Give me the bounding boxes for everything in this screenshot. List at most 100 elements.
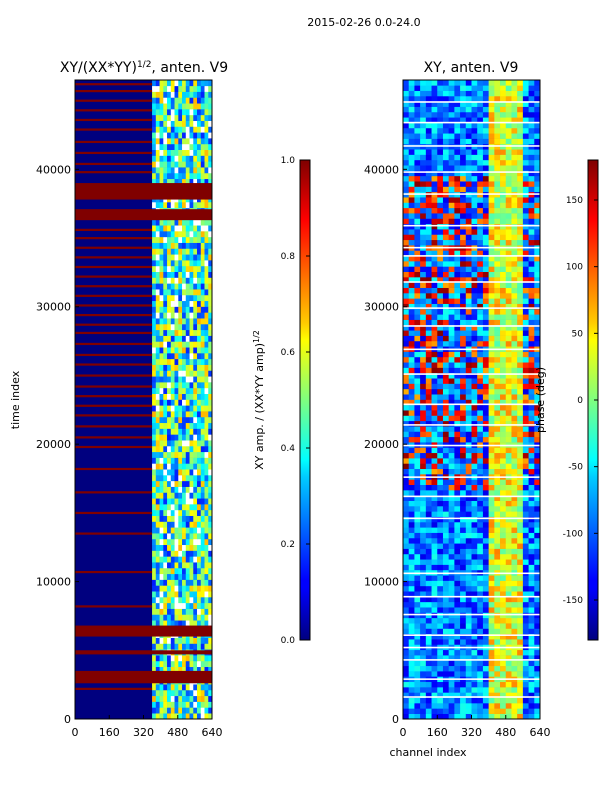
phase-cell	[505, 649, 512, 656]
phase-cell	[403, 575, 410, 581]
phase-cell	[528, 415, 535, 422]
amplitude-cell	[159, 579, 164, 586]
amplitude-cell	[204, 608, 209, 615]
phase-cell	[511, 351, 518, 358]
amplitude-cell	[159, 655, 164, 662]
phase-cell	[420, 559, 427, 565]
phase-cell	[403, 356, 410, 363]
phase-cell	[500, 319, 507, 326]
phase-cell	[505, 287, 512, 294]
phase-cell	[534, 410, 541, 416]
phase-cell	[425, 532, 432, 539]
amplitude-cell	[208, 231, 213, 238]
phase-cell	[460, 623, 467, 629]
phase-cell	[414, 90, 421, 97]
amplitude-cell	[159, 707, 164, 714]
amplitude-cell	[155, 329, 160, 336]
amplitude-cell	[185, 469, 190, 476]
phase-cell	[488, 559, 495, 565]
amplitude-cell	[204, 80, 209, 87]
phase-colorbar-label: phase (deg)	[534, 367, 547, 433]
phase-cell	[505, 548, 512, 555]
phase-cell	[420, 165, 427, 171]
amplitude-cell	[193, 161, 198, 168]
amplitude-cell	[208, 411, 213, 418]
phase-cell	[534, 197, 541, 203]
phase-cell	[505, 458, 512, 464]
amplitude-cell	[208, 486, 213, 493]
phase-cell	[448, 708, 455, 714]
amplitude-cell	[197, 655, 202, 662]
amplitude-cell	[167, 254, 172, 261]
phase-cell	[471, 223, 478, 230]
phase-cell	[460, 255, 467, 262]
amplitude-cell	[204, 143, 209, 151]
phase-cell	[414, 85, 421, 91]
phase-cell	[403, 287, 410, 294]
amplitude-cell	[189, 527, 194, 534]
phase-cell	[460, 388, 467, 395]
amplitude-cell	[193, 114, 198, 121]
amplitude-cell	[193, 544, 198, 551]
amplitude-cell	[208, 120, 213, 127]
amplitude-cell	[182, 405, 187, 412]
amplitude-cell	[174, 236, 179, 243]
phase-cell	[528, 122, 535, 129]
amplitude-cell	[174, 248, 179, 255]
amplitude-cell	[200, 300, 205, 307]
amplitude-cell	[155, 306, 160, 313]
amplitude-cell	[163, 556, 168, 563]
amplitude-cell	[197, 335, 202, 342]
phase-cell	[448, 506, 455, 512]
phase-cell	[505, 367, 512, 374]
phase-cell	[528, 516, 535, 523]
phase-cell	[425, 639, 432, 645]
phase-cell	[454, 420, 461, 427]
phase-cell	[494, 511, 501, 517]
amplitude-cell	[193, 486, 198, 493]
amplitude-cell	[193, 85, 198, 92]
phase-cell	[477, 159, 484, 166]
phase-cell	[448, 95, 455, 102]
phase-cell	[425, 324, 432, 331]
amplitude-cell	[155, 480, 160, 487]
phase-cell	[408, 713, 415, 720]
amplitude-cell	[208, 405, 213, 412]
phase-cell	[408, 340, 415, 347]
phase-cell	[448, 591, 455, 597]
amplitude-cell	[200, 440, 205, 447]
phase-cell	[454, 95, 461, 102]
amplitude-cell	[159, 597, 164, 604]
phase-cell	[528, 293, 535, 299]
phase-cell	[454, 80, 461, 86]
phase-cell	[528, 639, 535, 645]
amplitude-cell	[204, 585, 209, 592]
amplitude-cell	[163, 533, 168, 540]
phase-cell	[437, 298, 444, 304]
amplitude-cell	[170, 382, 175, 389]
phase-cell	[500, 378, 507, 384]
amplitude-cell	[208, 347, 213, 354]
phase-cell	[420, 671, 427, 677]
amplitude-cell	[182, 85, 187, 92]
phase-cell	[425, 287, 432, 294]
amplitude-cell	[189, 97, 194, 104]
amplitude-cell	[182, 103, 187, 110]
phase-cell	[420, 149, 427, 155]
phase-cell	[488, 553, 495, 560]
amplitude-cell	[152, 434, 157, 441]
phase-cell	[505, 239, 512, 246]
amplitude-cell	[178, 225, 183, 232]
phase-cell	[437, 703, 444, 709]
phase-cell	[431, 543, 438, 549]
phase-cell	[442, 335, 449, 342]
phase-cell	[420, 239, 427, 246]
phase-cell	[477, 639, 484, 645]
amplitude-cell	[155, 556, 160, 563]
amplitude-cell	[204, 370, 209, 377]
phase-cell	[477, 250, 484, 257]
phase-cell	[465, 633, 472, 640]
phase-cell	[528, 431, 535, 438]
phase-cell	[522, 367, 529, 374]
